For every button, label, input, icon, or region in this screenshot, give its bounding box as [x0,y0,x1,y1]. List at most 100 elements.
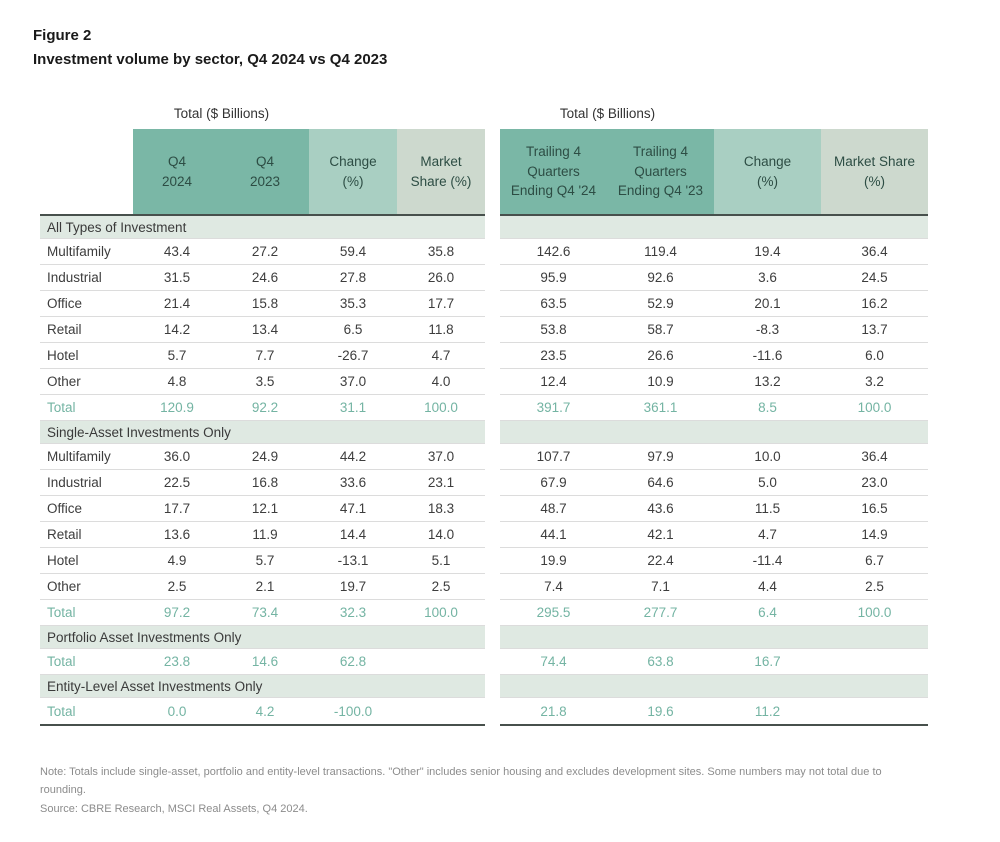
row-label: Total [47,703,76,719]
section-header: All Types of Investment [40,216,485,239]
table-row: 107.7 97.9 10.0 36.4 [500,444,928,470]
header-spacer [40,129,133,214]
cell-value: 95.9 [540,270,567,285]
cell-value: 22.5 [163,475,191,490]
table-row: Multifamily 36.0 24.9 44.2 37.0 [40,444,485,470]
cell-value: 21.8 [540,703,567,719]
row-label: Total [47,605,76,620]
table-quarterly: Total ($ Billions) Q4 2024 Q4 2023 Change (%) M… [40,103,485,726]
cell-value: 36.4 [861,449,888,464]
cell-value: 4.9 [167,553,187,568]
cell-value: 120.9 [160,400,194,415]
section-header [500,216,928,239]
table-row: Industrial 31.5 24.6 27.8 26.0 [40,265,485,291]
row-label: Other [47,374,81,389]
table-row: 67.9 64.6 5.0 23.0 [500,470,928,496]
cell-value: 16.8 [251,475,279,490]
table-trailing-4-quarters: Total ($ Billions) Trailing 4 Quarters Endi… [500,103,928,726]
cell-value: 16.7 [754,654,781,669]
section-header [500,626,928,649]
cell-value: 3.5 [255,374,275,389]
cell-value: 4.0 [431,374,451,389]
cell-value: 361.1 [643,400,678,415]
section-header: Portfolio Asset Investments Only [40,626,485,649]
total-row: 391.7 361.1 8.5 100.0 [500,395,928,421]
cell-value: 4.7 [758,527,777,542]
column-header: Trailing 4 Quarters Ending Q4 '24 [500,129,607,214]
section-header [500,421,928,444]
cell-value: 4.7 [431,348,451,363]
row-label: Other [47,579,81,594]
column-header-line: Ending Q4 '24 [510,183,597,199]
cell-value: 24.5 [861,270,888,285]
cell-value: 14.2 [163,322,191,337]
cell-value: 24.6 [251,270,279,285]
cell-value: 23.8 [163,654,191,669]
cell-value: 6.7 [865,553,884,568]
total-row: 21.8 19.6 11.2 [500,698,928,724]
column-header-line: Q4 [255,153,274,169]
cell-value: 17.7 [427,296,455,311]
cell-value: 23.5 [540,348,567,363]
footnote-source: Source: CBRE Research, MSCI Real Assets,… [40,803,308,816]
cell-value: 63.8 [647,654,674,669]
figure-title: Investment volume by sector, Q4 2024 vs … [33,51,388,68]
column-header-line: (%) [864,173,885,189]
cell-value: 6.4 [758,605,777,620]
figure-titles: Figure 2 Investment volume by sector, Q4… [33,24,387,72]
table-body: All Types of Investment Multifamily 43.4 27… [40,216,485,726]
table-row: Retail 13.6 11.9 14.4 14.0 [40,522,485,548]
cell-value: 13.6 [163,527,191,542]
cell-value: 119.4 [644,244,677,259]
table-header-row: Trailing 4 Quarters Ending Q4 '24 Trailing … [500,129,928,216]
column-header-line: Market Share [833,153,916,169]
figure-label: Figure 2 [33,27,92,44]
tables-container: Total ($ Billions) Q4 2024 Q4 2023 Change (%) M… [40,103,928,726]
column-header: Change (%) [714,129,821,214]
column-header: Q4 2023 [221,129,309,214]
table-row: 12.4 10.9 13.2 3.2 [500,369,928,395]
row-label: Hotel [47,553,79,568]
cell-value: 52.9 [647,296,674,311]
cell-value: 2.1 [255,579,275,594]
cell-value: 27.2 [251,244,279,259]
column-header-line: (%) [342,173,364,189]
column-header: Q4 2024 [133,129,221,214]
cell-value: 100.0 [857,605,892,620]
section-header [500,675,928,698]
row-label: Total [47,654,76,669]
cell-value: 16.5 [861,501,888,516]
table-row: Hotel 4.9 5.7 -13.1 5.1 [40,548,485,574]
table-row: 53.8 58.7 -8.3 13.7 [500,317,928,343]
cell-value: 8.5 [758,400,777,415]
cell-value: 33.6 [339,475,367,490]
cell-value: 6.5 [343,322,363,337]
cell-value: 24.9 [251,449,279,464]
cell-value: 19.6 [647,703,674,719]
cell-value: 11.2 [754,703,781,719]
total-row: Total 23.8 14.6 62.8 [40,649,485,675]
table-caption: Total ($ Billions) [559,106,656,121]
total-row: Total 0.0 4.2 -100.0 [40,698,485,724]
table-row: Industrial 22.5 16.8 33.6 23.1 [40,470,485,496]
cell-value: 27.8 [339,270,367,285]
cell-value: 14.4 [339,527,367,542]
cell-value: 391.7 [536,400,571,415]
column-header-line: 2024 [161,173,193,189]
cell-value: 14.0 [427,527,455,542]
column-header-line: Ending Q4 '23 [617,183,704,199]
cell-value: 16.2 [861,296,888,311]
cell-value: 12.4 [540,374,567,389]
table-row: Hotel 5.7 7.7 -26.7 4.7 [40,343,485,369]
cell-value: 26.0 [427,270,455,285]
cell-value: 73.4 [251,605,279,620]
cell-value: 19.7 [339,579,367,594]
row-label: Office [47,501,83,516]
row-label: Retail [47,527,82,542]
cell-value: 59.4 [339,244,367,259]
footnote: Note: Totals include single-asset, portf… [40,764,885,819]
cell-value: 53.8 [540,322,567,337]
cell-value: 17.7 [163,501,191,516]
row-label: Total [47,400,76,415]
